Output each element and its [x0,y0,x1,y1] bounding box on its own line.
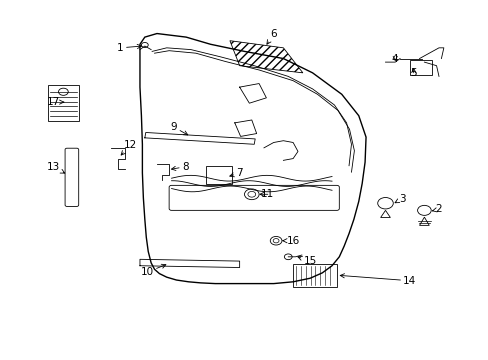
Text: 3: 3 [394,194,405,203]
Text: 4: 4 [391,54,398,64]
Bar [205,166,232,184]
Circle shape [141,42,148,48]
Text: 13: 13 [47,162,64,173]
Text: 15: 15 [297,256,316,266]
Text: 11: 11 [260,189,274,199]
Text: 17: 17 [47,97,63,107]
Text: 10: 10 [141,264,165,277]
Text: 2: 2 [431,204,442,214]
Text: 9: 9 [170,122,187,135]
Text: 8: 8 [171,162,188,172]
Text: 12: 12 [121,140,137,155]
Text: 7: 7 [229,168,243,178]
Text: 14: 14 [340,274,416,286]
Text: 16: 16 [282,236,299,246]
Bar [409,60,431,75]
Bar [292,264,336,287]
Text: 5: 5 [409,68,416,78]
Bar [47,85,79,121]
Text: 1: 1 [117,43,141,53]
Text: 6: 6 [266,29,276,44]
